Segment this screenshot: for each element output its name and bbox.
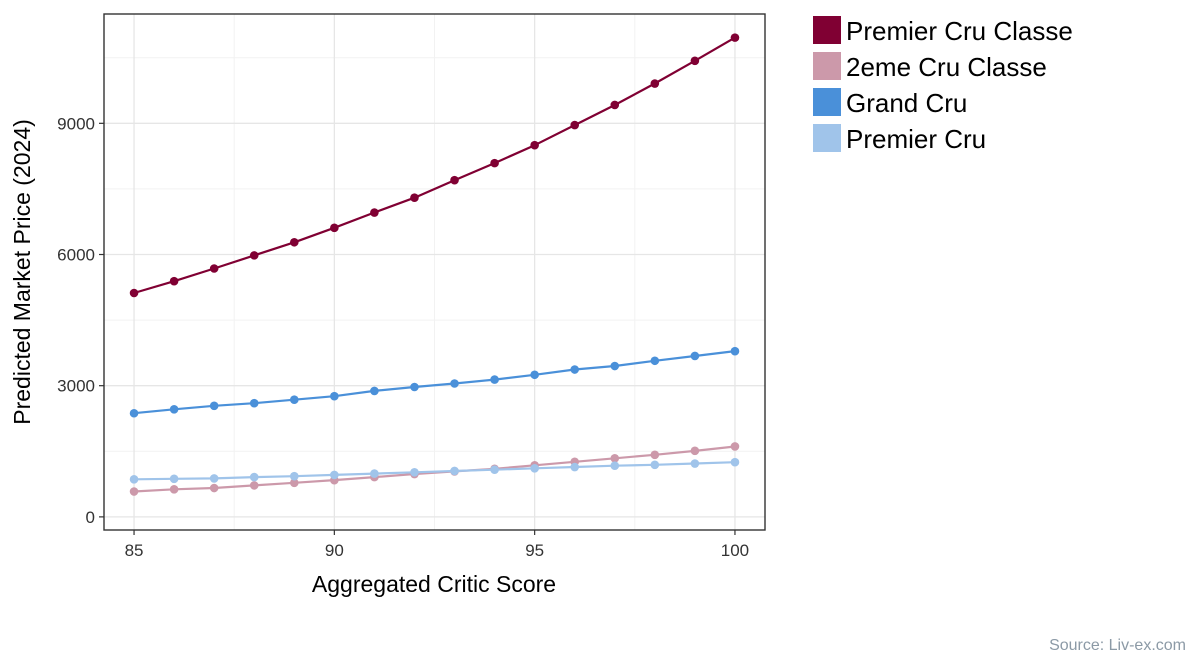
data-point — [570, 462, 580, 472]
data-point — [129, 288, 139, 298]
data-point — [570, 365, 580, 374]
legend-label: Premier Cru Classe — [846, 16, 1073, 46]
data-point — [530, 140, 539, 150]
y-tick-label: 6000 — [57, 246, 95, 265]
data-point — [169, 276, 179, 286]
data-point — [330, 391, 339, 401]
data-point — [289, 471, 299, 481]
data-point — [610, 453, 620, 463]
x-tick-label: 85 — [125, 541, 144, 560]
legend-label: Premier Cru — [846, 124, 986, 154]
data-point — [249, 251, 259, 260]
data-point — [330, 470, 339, 480]
data-point — [530, 464, 539, 473]
legend-label: 2eme Cru Classe — [846, 52, 1047, 82]
data-point — [209, 483, 219, 493]
data-point — [690, 351, 700, 361]
data-point — [610, 100, 620, 110]
data-point — [289, 478, 299, 488]
y-tick-label: 3000 — [57, 377, 95, 396]
x-tick-label: 100 — [721, 541, 749, 560]
data-point — [490, 375, 499, 384]
data-point — [730, 442, 740, 451]
series-line — [133, 36, 736, 295]
data-point — [249, 398, 259, 408]
data-point — [450, 175, 459, 185]
data-point — [129, 408, 139, 418]
data-point — [289, 395, 299, 404]
y-axis-title: Predicted Market Price (2024) — [9, 119, 35, 425]
y-tick-label: 0 — [86, 508, 95, 527]
data-point — [570, 120, 580, 130]
data-point — [410, 193, 419, 202]
series-layer — [129, 33, 740, 496]
data-point — [650, 450, 660, 460]
data-point — [129, 487, 139, 496]
data-point — [530, 370, 539, 380]
data-point — [209, 264, 219, 273]
y-tick-label: 9000 — [57, 114, 95, 133]
data-point — [490, 465, 499, 474]
axes: 85 90 95 100 0 3000 6000 9000 — [57, 114, 749, 560]
data-point — [209, 401, 219, 411]
data-point — [490, 158, 499, 168]
data-point — [169, 485, 179, 494]
x-axis-title: Aggregated Critic Score — [312, 571, 556, 597]
data-point — [169, 405, 179, 414]
data-point — [690, 459, 700, 468]
data-point — [450, 379, 459, 388]
data-point — [410, 382, 419, 392]
data-point — [169, 474, 179, 484]
data-point — [129, 474, 139, 484]
data-point — [690, 446, 700, 456]
data-point — [209, 474, 219, 483]
x-tick-label: 95 — [525, 541, 544, 560]
series-line — [133, 350, 736, 415]
legend-swatch — [813, 124, 841, 152]
data-point — [730, 33, 740, 42]
data-point — [249, 481, 259, 490]
legend-swatch — [813, 88, 841, 116]
data-point — [730, 346, 740, 356]
legend-label: Grand Cru — [846, 88, 967, 118]
data-point — [650, 356, 660, 366]
source-note: Source: Liv-ex.com — [1049, 637, 1186, 654]
data-point — [610, 361, 620, 371]
data-point — [249, 472, 259, 482]
legend: Premier Cru Classe 2eme Cru Classe Grand C… — [813, 16, 1073, 154]
legend-swatch — [813, 16, 841, 44]
data-point — [370, 208, 379, 217]
data-point — [650, 79, 660, 88]
data-point — [370, 469, 379, 478]
data-point — [289, 237, 299, 247]
data-point — [730, 457, 740, 467]
x-tick-label: 90 — [325, 541, 344, 560]
data-point — [650, 460, 660, 470]
data-point — [690, 56, 700, 66]
data-point — [610, 461, 620, 471]
data-point — [330, 223, 339, 233]
plot-panel-border — [103, 13, 766, 531]
series-line — [133, 461, 736, 481]
legend-swatch — [813, 52, 841, 80]
data-point — [370, 386, 379, 396]
data-point — [450, 466, 459, 476]
data-point — [410, 467, 419, 477]
